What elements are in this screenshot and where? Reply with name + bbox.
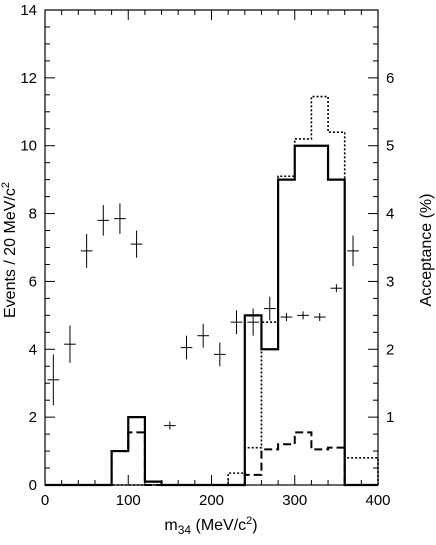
y-left-tick-label: 14 [20, 2, 37, 19]
y-left-tick-label: 4 [29, 341, 37, 358]
dotted-histogram [45, 95, 379, 486]
y-right-tick-label: 4 [386, 206, 394, 223]
y-left-tick-label: 8 [29, 206, 37, 223]
axis-ticks [44, 9, 379, 486]
x-tick-label: 400 [365, 492, 390, 509]
y-left-tick-label: 6 [29, 273, 37, 290]
y-axis-left-title: Events / 20 MeV/c2 [0, 182, 19, 318]
y-left-tick-label: 10 [20, 138, 37, 155]
y-left-tick-label: 2 [29, 409, 37, 426]
y-axis-right-title: Acceptance (%) [418, 194, 435, 307]
x-axis-title: m34 (MeV/c2) [164, 515, 257, 537]
x-tick-label: 100 [116, 492, 141, 509]
x-tick-label: 0 [41, 492, 49, 509]
x-tick-label: 300 [282, 492, 307, 509]
solid-histogram-line [45, 144, 378, 487]
y-left-tick-label: 0 [29, 477, 37, 494]
dotted-histogram-line [45, 95, 379, 486]
plot-frame [44, 9, 379, 486]
y-right-tick-label: 2 [386, 341, 394, 358]
y-left-tick-label: 12 [20, 70, 37, 87]
y-right-tick-label: 1 [386, 409, 394, 426]
solid-histogram [45, 144, 378, 487]
data-points [47, 203, 359, 430]
y-right-tick-label: 5 [386, 138, 394, 155]
y-right-tick-label: 6 [386, 70, 394, 87]
x-tick-label: 200 [199, 492, 224, 509]
y-right-tick-label: 3 [386, 273, 394, 290]
